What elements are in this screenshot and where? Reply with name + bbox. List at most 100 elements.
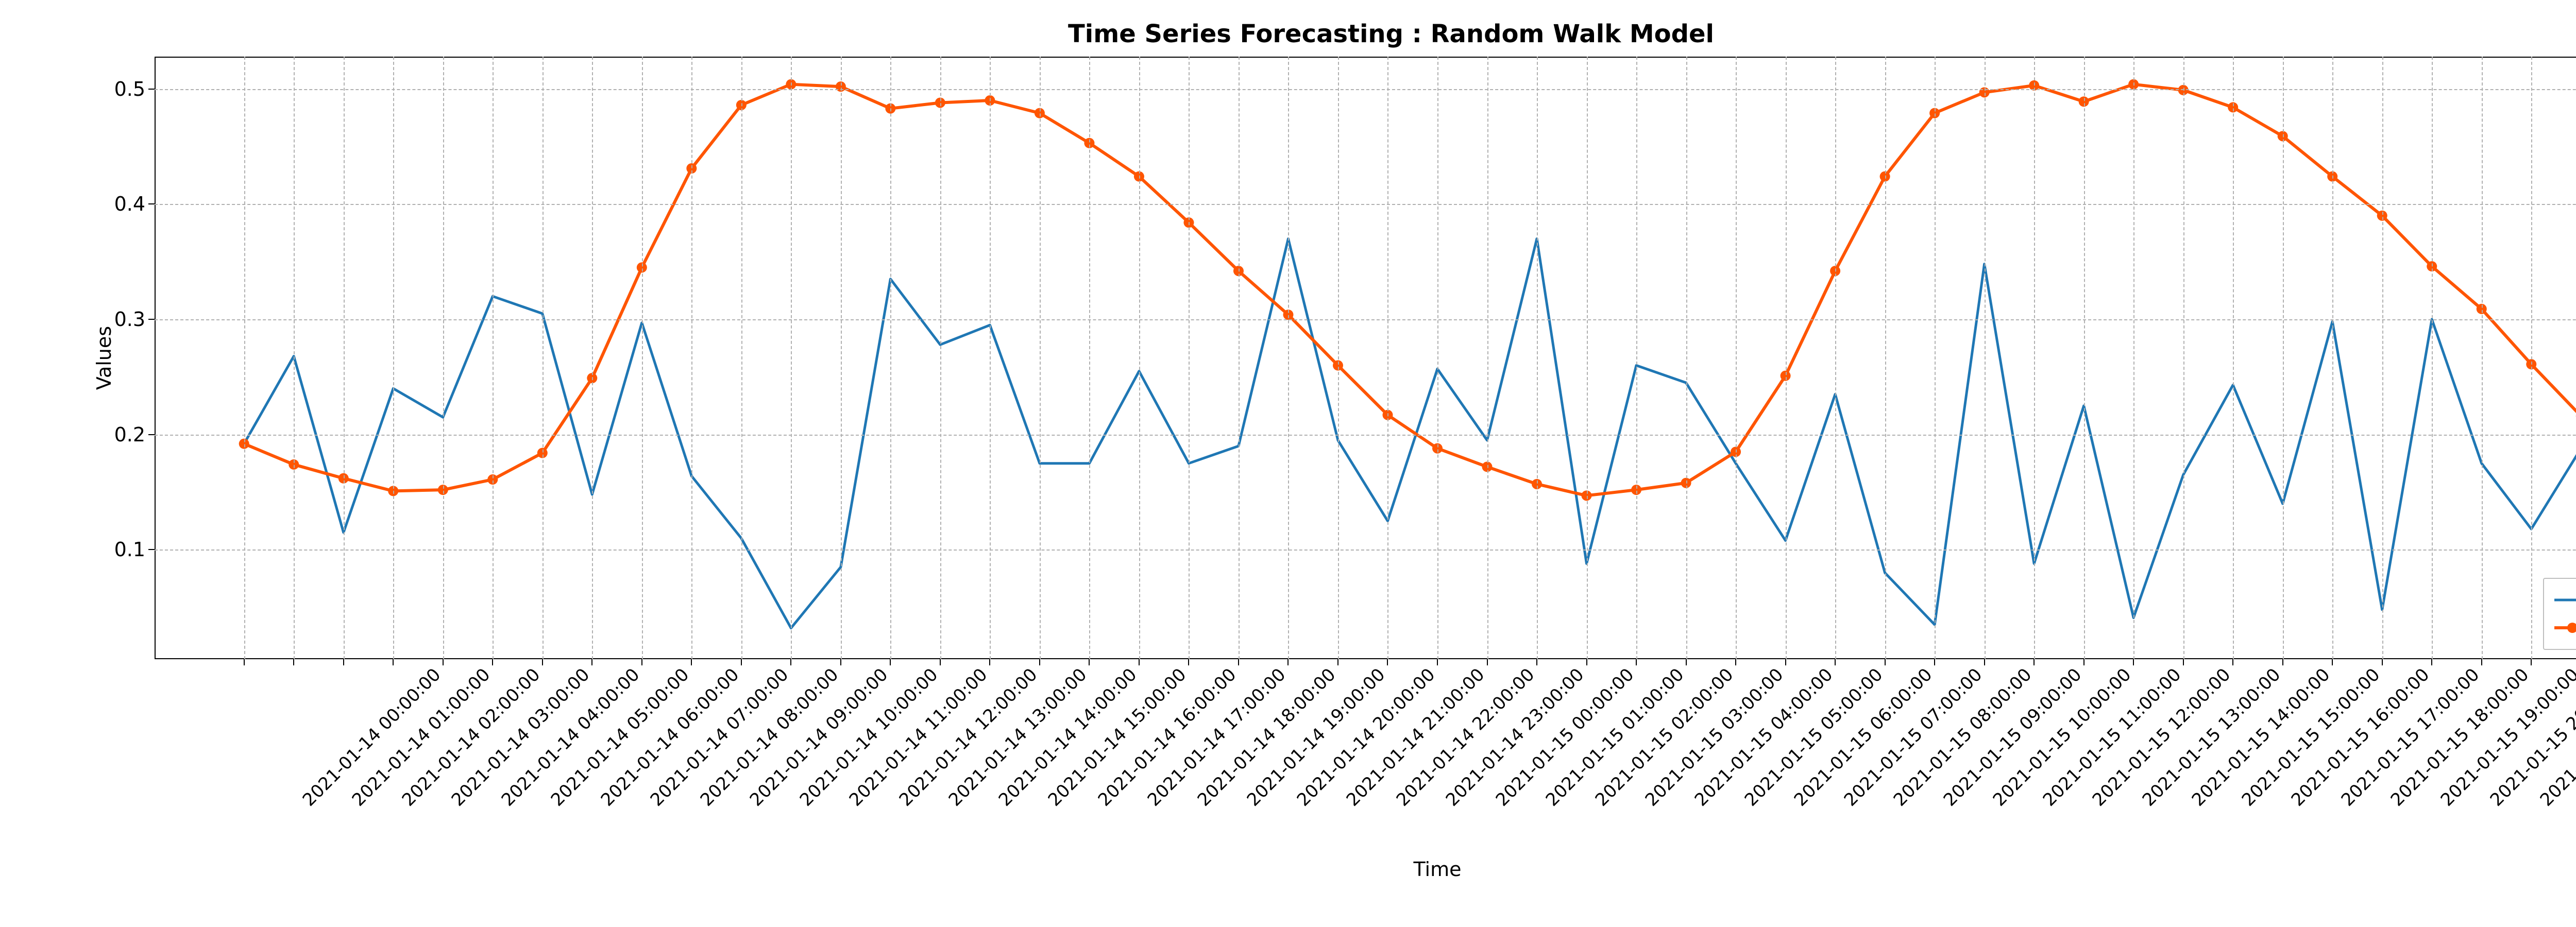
grid-line-vertical bbox=[493, 57, 494, 659]
figure: Time Series Forecasting : Random Walk Mo… bbox=[0, 0, 2576, 927]
grid-line-vertical bbox=[443, 57, 444, 659]
grid-line-vertical bbox=[1040, 57, 1041, 659]
x-tick-mark bbox=[1089, 659, 1090, 665]
x-tick-mark bbox=[2481, 659, 2482, 665]
chart-title: Time Series Forecasting : Random Walk Mo… bbox=[0, 20, 2576, 48]
grid-line-vertical bbox=[940, 57, 941, 659]
y-tick-label: 0.5 bbox=[114, 78, 155, 100]
grid-line-vertical bbox=[2183, 57, 2184, 659]
grid-line-vertical bbox=[2034, 57, 2035, 659]
grid-line-vertical bbox=[592, 57, 593, 659]
grid-line-vertical bbox=[1636, 57, 1637, 659]
x-tick-mark bbox=[293, 659, 294, 665]
grid-line-vertical bbox=[1537, 57, 1538, 659]
grid-line-horizontal bbox=[155, 204, 2576, 205]
grid-line-vertical bbox=[1786, 57, 1787, 659]
grid-line-horizontal bbox=[155, 435, 2576, 436]
x-tick-mark bbox=[1636, 659, 1637, 665]
legend-swatch bbox=[2554, 594, 2576, 606]
grid-line-vertical bbox=[1736, 57, 1737, 659]
grid-line-vertical bbox=[1885, 57, 1886, 659]
x-tick-mark bbox=[1039, 659, 1040, 665]
y-tick-label: 0.4 bbox=[114, 193, 155, 215]
grid-line-vertical bbox=[2432, 57, 2433, 659]
axes: PredictionsActuals Values Time 0.10.20.3… bbox=[155, 57, 2576, 659]
grid-line-vertical bbox=[2332, 57, 2333, 659]
y-axis-label: Values bbox=[93, 326, 115, 390]
x-tick-mark bbox=[1139, 659, 1140, 665]
grid-line-vertical bbox=[294, 57, 295, 659]
x-tick-mark bbox=[790, 659, 791, 665]
grid-line-vertical bbox=[691, 57, 692, 659]
grid-line-horizontal bbox=[155, 319, 2576, 320]
x-tick-mark bbox=[1686, 659, 1687, 665]
x-tick-mark bbox=[1287, 659, 1289, 665]
x-tick-mark bbox=[244, 659, 245, 665]
x-tick-mark bbox=[890, 659, 891, 665]
x-tick-mark bbox=[1586, 659, 1587, 665]
x-tick-mark bbox=[641, 659, 642, 665]
grid-line-vertical bbox=[1139, 57, 1140, 659]
grid-line-vertical bbox=[1338, 57, 1339, 659]
series-line-actuals bbox=[244, 84, 2576, 496]
grid-line-vertical bbox=[1835, 57, 1836, 659]
x-tick-mark bbox=[989, 659, 990, 665]
grid-line-vertical bbox=[1437, 57, 1438, 659]
x-axis-label: Time bbox=[1414, 858, 1462, 881]
series-line-predictions bbox=[244, 238, 2576, 628]
legend-swatch bbox=[2554, 622, 2576, 634]
grid-line-horizontal bbox=[155, 89, 2576, 90]
grid-line-vertical bbox=[1587, 57, 1588, 659]
grid-line-vertical bbox=[393, 57, 394, 659]
grid-line-vertical bbox=[2233, 57, 2234, 659]
grid-line-vertical bbox=[741, 57, 742, 659]
y-tick-label: 0.1 bbox=[114, 538, 155, 561]
grid-line-vertical bbox=[2133, 57, 2134, 659]
grid-line-vertical bbox=[1985, 57, 1986, 659]
x-tick-mark bbox=[1337, 659, 1338, 665]
x-tick-mark bbox=[492, 659, 493, 665]
grid-line-vertical bbox=[1239, 57, 1240, 659]
x-tick-mark bbox=[940, 659, 941, 665]
grid-line-vertical bbox=[344, 57, 345, 659]
y-tick-label: 0.2 bbox=[114, 423, 155, 446]
grid-line-vertical bbox=[244, 57, 245, 659]
x-tick-mark bbox=[2531, 659, 2532, 665]
grid-line-vertical bbox=[1487, 57, 1488, 659]
x-tick-mark bbox=[2282, 659, 2283, 665]
grid-line-vertical bbox=[2382, 57, 2383, 659]
x-tick-mark bbox=[2332, 659, 2333, 665]
x-tick-mark bbox=[1835, 659, 1836, 665]
x-tick-mark bbox=[1487, 659, 1488, 665]
x-tick-mark bbox=[591, 659, 592, 665]
x-tick-mark bbox=[1188, 659, 1189, 665]
x-tick-mark bbox=[2183, 659, 2184, 665]
grid-line-vertical bbox=[791, 57, 792, 659]
x-tick-mark bbox=[1885, 659, 1886, 665]
grid-line-vertical bbox=[890, 57, 891, 659]
x-tick-mark bbox=[1735, 659, 1736, 665]
grid-line-vertical bbox=[1686, 57, 1687, 659]
plot-canvas bbox=[155, 57, 2576, 659]
x-tick-mark bbox=[691, 659, 692, 665]
x-tick-mark bbox=[1934, 659, 1935, 665]
x-tick-mark bbox=[443, 659, 444, 665]
grid-line-vertical bbox=[1189, 57, 1190, 659]
x-tick-mark bbox=[1785, 659, 1786, 665]
legend-item: Predictions bbox=[2554, 586, 2576, 614]
y-tick-label: 0.3 bbox=[114, 308, 155, 331]
grid-line-vertical bbox=[2482, 57, 2483, 659]
grid-line-vertical bbox=[1288, 57, 1289, 659]
x-tick-mark bbox=[2083, 659, 2084, 665]
x-tick-mark bbox=[1387, 659, 1388, 665]
grid-line-horizontal bbox=[155, 550, 2576, 551]
grid-line-vertical bbox=[642, 57, 643, 659]
x-tick-mark bbox=[2431, 659, 2432, 665]
x-tick-mark bbox=[2382, 659, 2383, 665]
grid-line-vertical bbox=[2084, 57, 2085, 659]
grid-line-vertical bbox=[2531, 57, 2532, 659]
x-tick-mark bbox=[393, 659, 394, 665]
grid-line-vertical bbox=[841, 57, 842, 659]
x-tick-mark bbox=[741, 659, 742, 665]
legend: PredictionsActuals bbox=[2543, 578, 2576, 650]
